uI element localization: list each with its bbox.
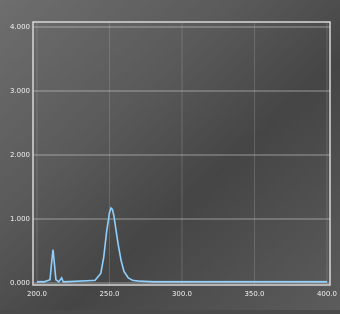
chart: 0.000 1.000 2.000 3.000 4.000 200.0 250.0 300.0…: [0, 0, 340, 310]
y-tick-label: 2.000: [10, 151, 30, 159]
y-tick-label: 3.000: [10, 87, 30, 95]
x-tick-label: 400.0: [317, 290, 337, 298]
x-tick-label: 350.0: [244, 290, 264, 298]
y-tick-label: 0.000: [10, 279, 30, 287]
y-tick-label: 4.000: [10, 23, 30, 31]
x-tick-label: 200.0: [27, 290, 47, 298]
x-tick-label: 300.0: [172, 290, 192, 298]
y-tick-label: 1.000: [10, 215, 30, 223]
x-tick-label: 250.0: [99, 290, 119, 298]
